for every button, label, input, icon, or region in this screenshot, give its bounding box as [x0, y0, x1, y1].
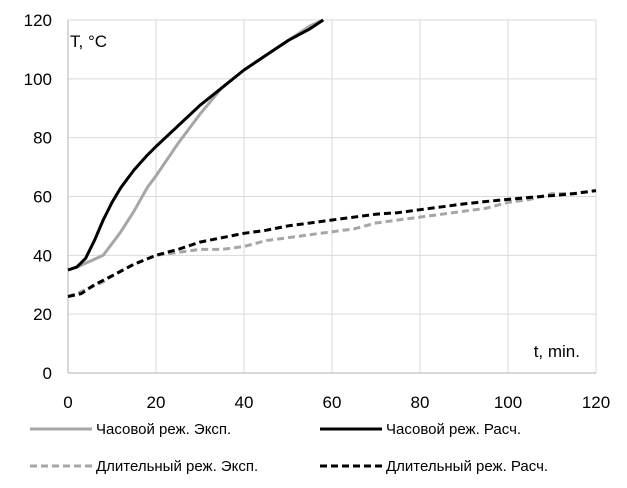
x-tick-label: 40: [235, 393, 254, 412]
legend-label-1: Часовой реж. Эксп.: [96, 421, 231, 438]
legend-label-4: Длительный реж. Расч.: [386, 458, 548, 475]
series-line-4: [67, 189, 597, 298]
y-tick-label: 120: [24, 11, 52, 30]
x-tick-label: 100: [494, 393, 522, 412]
x-axis-label: t, min.: [534, 342, 580, 361]
legend-label-3: Длительный реж. Эксп.: [96, 458, 258, 475]
series-lines: [67, 18, 597, 298]
x-tick-label: 60: [323, 393, 342, 412]
y-axis-label: T, °C: [70, 32, 107, 51]
x-tick-label: 80: [411, 393, 430, 412]
x-tick-label: 20: [147, 393, 166, 412]
y-tick-label: 100: [24, 70, 52, 89]
x-tick-label: 120: [582, 393, 610, 412]
y-tick-label: 40: [33, 246, 52, 265]
series-line-2: [67, 18, 325, 272]
gridlines: [68, 19, 597, 373]
y-tick-label: 80: [33, 129, 52, 148]
y-tick-labels: 0 20 40 60 80 100 120: [24, 11, 52, 383]
x-tick-labels: 0 20 40 60 80 100 120: [63, 393, 610, 412]
legend-label-2: Часовой реж. Расч.: [386, 421, 521, 438]
x-tick-label: 0: [63, 393, 72, 412]
y-tick-label: 20: [33, 305, 52, 324]
axes: [67, 20, 596, 374]
y-tick-label: 0: [43, 364, 52, 383]
legend: Часовой реж. Эксп. Часовой реж. Расч. Длит…: [30, 421, 548, 475]
y-tick-label: 60: [33, 188, 52, 207]
